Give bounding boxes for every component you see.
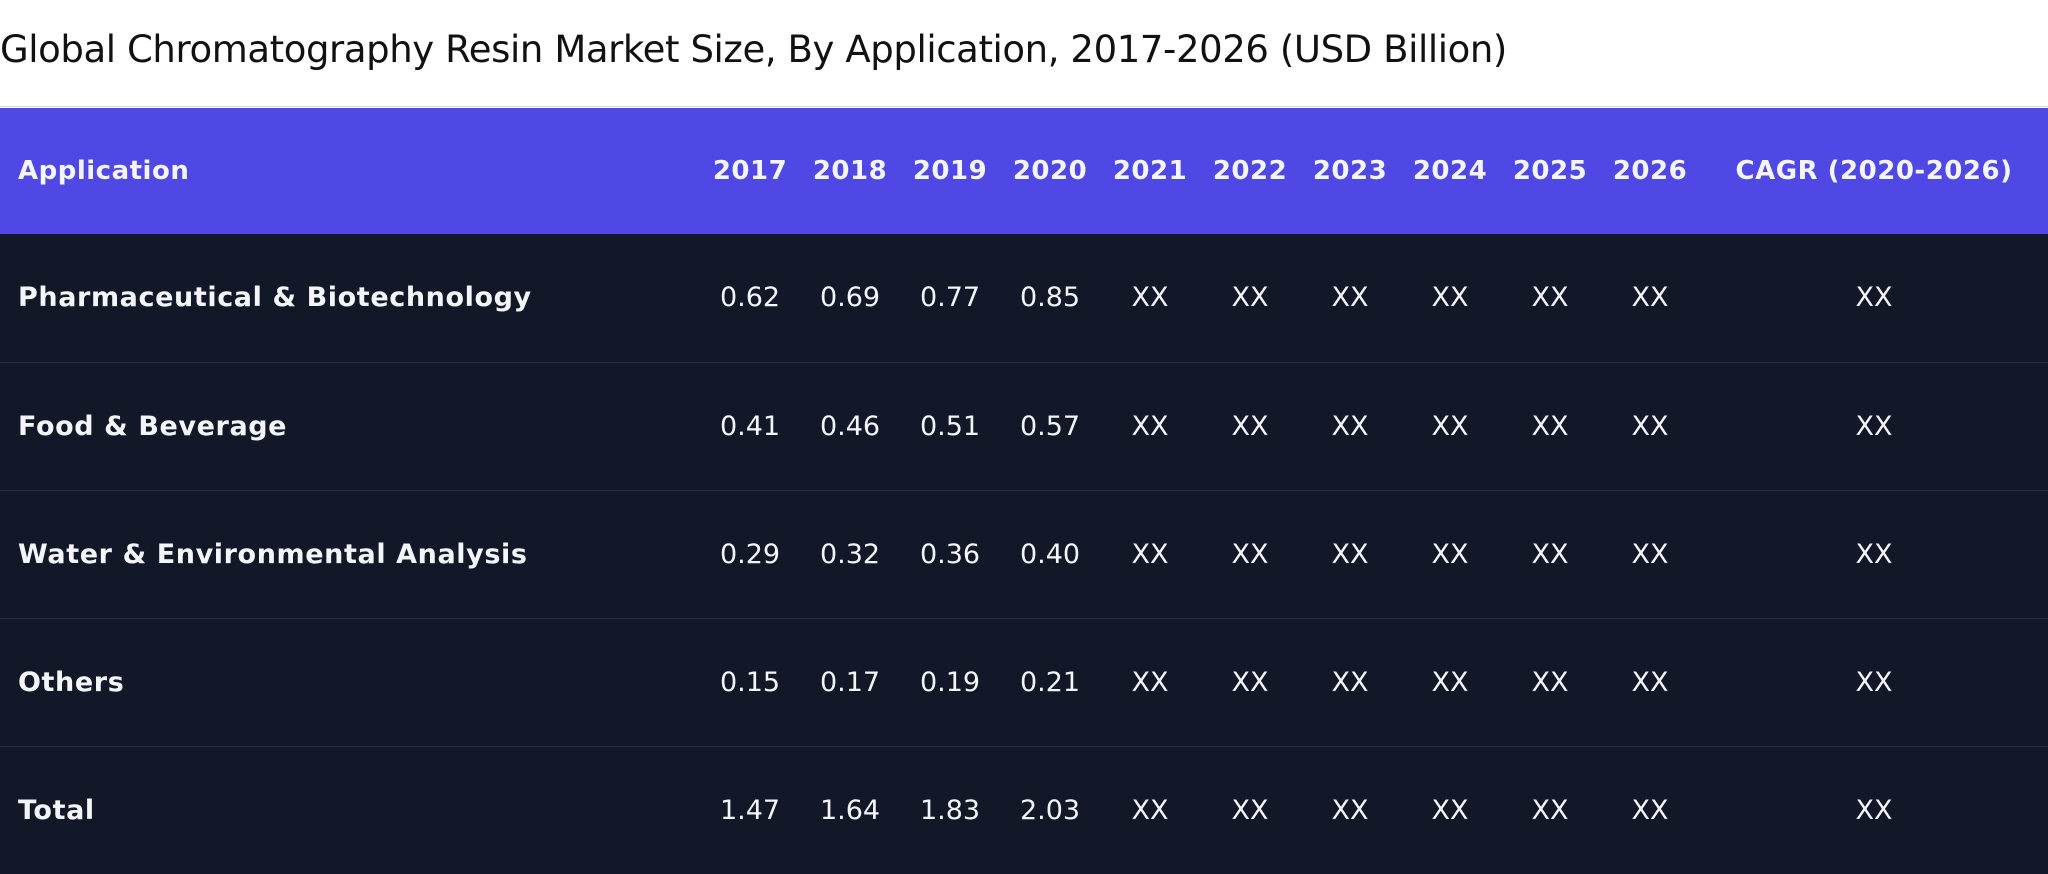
row-label: Total (18, 794, 95, 826)
table-cell: XX (1331, 538, 1369, 570)
table-cell: XX (1431, 666, 1469, 698)
table-row: Water & Environmental Analysis 0.29 0.32 0.… (0, 490, 2048, 618)
table-cell: XX (1531, 666, 1569, 698)
table-cell: XX (1631, 666, 1669, 698)
table-cell: XX (1631, 410, 1669, 442)
column-header: 2017 (712, 156, 788, 186)
table-cell: XX (1331, 410, 1369, 442)
page-title: Global Chromatography Resin Market Size,… (0, 28, 1507, 71)
table-cell: 0.15 (719, 666, 781, 698)
table-cell: XX (1631, 794, 1669, 826)
table-cell: 0.29 (719, 538, 781, 570)
table-row: Total 1.47 1.64 1.83 2.03 XX XX XX XX XX XX XX (0, 746, 2048, 874)
table-cell: 2.03 (1019, 794, 1081, 826)
table-cell: XX (1531, 282, 1569, 314)
table-cell: 0.51 (919, 410, 981, 442)
row-label: Food & Beverage (18, 410, 288, 442)
table-cell: 1.83 (919, 794, 981, 826)
table-cell: XX (1855, 410, 1893, 442)
table-cell: XX (1331, 282, 1369, 314)
table-cell: XX (1855, 538, 1893, 570)
table-cell: XX (1855, 666, 1893, 698)
table-cell: 0.36 (919, 538, 981, 570)
column-header: 2026 (1612, 156, 1688, 186)
table-cell: 0.41 (719, 410, 781, 442)
table-header: Application 2017 2018 2019 2020 2021 2022 2023 2… (0, 108, 2048, 234)
table-cell: 0.69 (819, 282, 881, 314)
table-cell: 1.64 (819, 794, 881, 826)
table-cell: XX (1531, 794, 1569, 826)
table-body: Pharmaceutical & Biotechnology 0.62 0.69 0.… (0, 234, 2048, 874)
column-header: Application (18, 156, 190, 186)
table-cell: XX (1331, 666, 1369, 698)
table-cell: XX (1431, 410, 1469, 442)
table-cell: 0.19 (919, 666, 981, 698)
table-cell: 0.32 (819, 538, 881, 570)
table-cell: XX (1231, 666, 1269, 698)
table-cell: XX (1631, 282, 1669, 314)
table-cell: XX (1431, 538, 1469, 570)
column-header: 2024 (1412, 156, 1488, 186)
column-header: CAGR (2020-2026) (1735, 156, 2013, 186)
title-bar: Global Chromatography Resin Market Size,… (0, 0, 2048, 107)
table-cell: XX (1531, 538, 1569, 570)
table-cell: XX (1431, 794, 1469, 826)
row-label: Water & Environmental Analysis (18, 538, 528, 570)
table-cell: XX (1131, 538, 1169, 570)
table-cell: XX (1231, 794, 1269, 826)
header-row: Application 2017 2018 2019 2020 2021 2022 2023 2… (0, 108, 2048, 234)
table-cell: 0.62 (719, 282, 781, 314)
table-cell: XX (1231, 282, 1269, 314)
table-cell: 0.85 (1019, 282, 1081, 314)
table-cell: XX (1131, 282, 1169, 314)
table-cell: XX (1231, 538, 1269, 570)
row-label: Others (18, 666, 125, 698)
table-cell: 0.21 (1019, 666, 1081, 698)
table-cell: 0.46 (819, 410, 881, 442)
table-cell: XX (1331, 794, 1369, 826)
table-cell: XX (1855, 282, 1893, 314)
table-cell: XX (1631, 538, 1669, 570)
column-header: 2020 (1012, 156, 1088, 186)
column-header: 2021 (1112, 156, 1188, 186)
table-row: Pharmaceutical & Biotechnology 0.62 0.69 0.… (0, 234, 2048, 362)
table-cell: XX (1231, 410, 1269, 442)
table-cell: 0.57 (1019, 410, 1081, 442)
table-cell: XX (1431, 282, 1469, 314)
column-header: 2023 (1312, 156, 1388, 186)
table-cell: XX (1131, 794, 1169, 826)
column-header: 2022 (1212, 156, 1288, 186)
table-cell: XX (1855, 794, 1893, 826)
column-header: 2018 (812, 156, 888, 186)
column-header: 2019 (912, 156, 988, 186)
table-cell: XX (1131, 666, 1169, 698)
table-cell: 0.17 (819, 666, 881, 698)
market-size-table: Application 2017 2018 2019 2020 2021 2022 2023 2… (0, 108, 2048, 874)
table-row: Others 0.15 0.17 0.19 0.21 XX XX XX XX XX XX XX (0, 618, 2048, 746)
table-cell: 1.47 (719, 794, 781, 826)
column-header: 2025 (1512, 156, 1588, 186)
table-cell: 0.77 (919, 282, 981, 314)
row-label: Pharmaceutical & Biotechnology (18, 282, 532, 314)
table-cell: XX (1531, 410, 1569, 442)
table-cell: XX (1131, 410, 1169, 442)
table-row: Food & Beverage 0.41 0.46 0.51 0.57 XX XX XX XX X… (0, 362, 2048, 490)
table-cell: 0.40 (1019, 538, 1081, 570)
